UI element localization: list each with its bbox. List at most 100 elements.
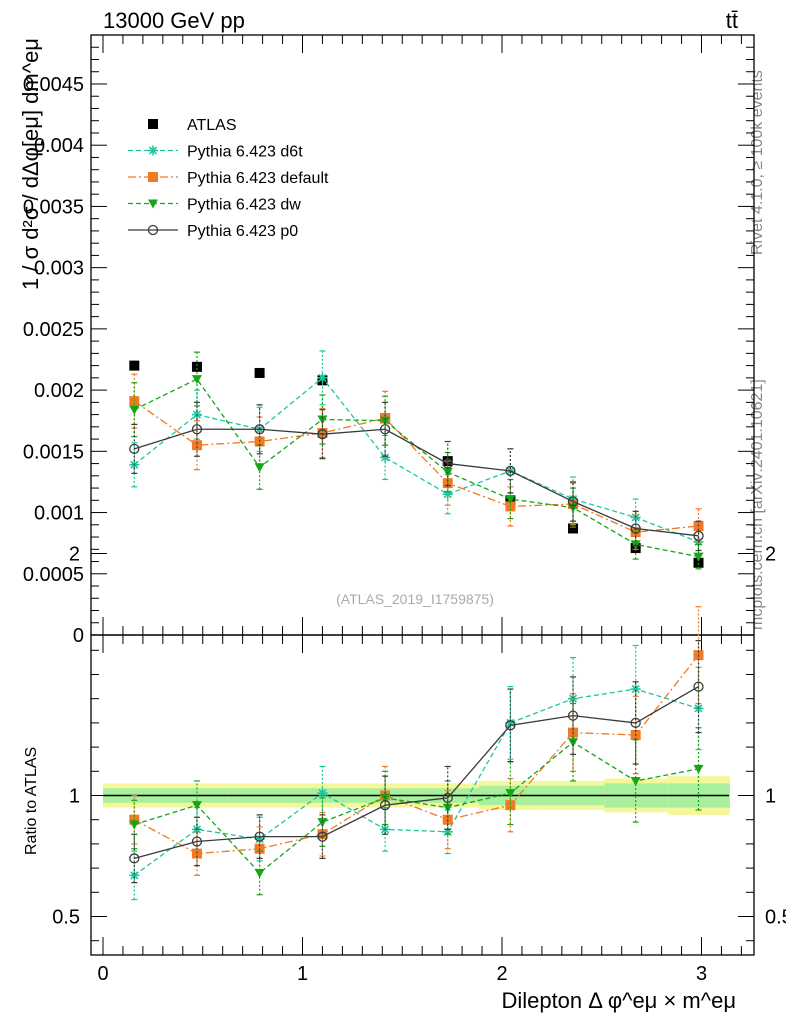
legend-marker-pythia-6-423-default <box>148 172 158 182</box>
main-point-pythia-6-423-dw <box>380 416 391 426</box>
main-series-group <box>129 350 704 570</box>
main-plot-panel: 0 0.0005 0.001 0.0015 0.002 0.0025 0.003 0.0035… <box>23 34 755 647</box>
main-series-pythia-6-423-default <box>129 373 704 550</box>
ratio-point-pythia-6-423-d6t-stroke <box>631 684 640 694</box>
main-point-pythia-6-423-dw <box>505 495 516 505</box>
legend-label-pythia-6-423-default: Pythia 6.423 default <box>187 170 329 187</box>
ratio-point-pythia-6-423-dw <box>505 789 516 799</box>
main-point-pythia-6-423-d6t-stroke <box>318 373 327 382</box>
ratio-point-pythia-6-423-d6t <box>317 788 328 799</box>
ratio-point-pythia-6-423-p0 <box>379 800 391 811</box>
main-point-atlas <box>693 557 704 568</box>
ratio-point-pythia-6-423-p0 <box>567 710 579 721</box>
main-point-pythia-6-423-d6t-stroke <box>380 453 390 462</box>
ratio-y-tick-label-right: 0.5 <box>765 907 786 929</box>
ratio-y-tick-label-right: 1 <box>765 786 776 808</box>
main-point-pythia-6-423-d6t <box>317 372 328 383</box>
main-point-pythia-6-423-p0 <box>567 496 579 507</box>
legend-label-pythia-6-423-p0: Pythia 6.423 p0 <box>187 223 298 240</box>
main-point-pythia-6-423-d6t <box>380 452 391 463</box>
main-y-tick-label: 0.004 <box>34 135 84 157</box>
ratio-y-tick-label-right: 2 <box>765 544 776 566</box>
main-y-tick-label: 0.001 <box>34 503 84 525</box>
ratio-series-pythia-6-423-d6t <box>129 644 704 901</box>
ratio-line-pythia-6-423-dw <box>134 741 699 874</box>
main-y-tick-label: 0.0035 <box>23 196 84 218</box>
main-line-pythia-6-423-p0 <box>134 428 699 537</box>
main-point-pythia-6-423-p0 <box>505 465 516 477</box>
ratio-point-pythia-6-423-p0 <box>129 853 140 864</box>
analysis-label: (ATLAS_2019_I1759875) <box>336 591 494 607</box>
ratio-point-pythia-6-423-p0 <box>191 836 203 847</box>
ratio-point-pythia-6-423-p0 <box>693 681 704 692</box>
main-y-axis-label: 1 / σ d²σ / dΔφ[eμ] dm^eμ <box>18 38 43 290</box>
ratio-point-pythia-6-423-dw <box>129 820 140 830</box>
ratio-point-pythia-6-423-p0 <box>442 792 453 804</box>
ratio-y-tick-label: 0.5 <box>52 907 80 929</box>
main-point-pythia-6-423-p0 <box>254 424 265 435</box>
main-point-pythia-6-423-p0 <box>693 530 704 541</box>
ratio-point-pythia-6-423-dw <box>380 793 391 803</box>
process-label: tt̄ <box>726 8 738 33</box>
main-point-pythia-6-423-p0 <box>379 424 391 435</box>
x-axis-label: Dilepton Δ φ^eμ × m^eμ <box>501 988 736 1013</box>
energy-label: 13000 GeV pp <box>103 8 245 33</box>
source-label: mcplots.cern.ch [arXiv:2401.10621] <box>749 379 766 630</box>
main-series-atlas <box>129 360 704 568</box>
ratio-y-tick-label: 2 <box>69 544 80 566</box>
legend-item-pythia-6-423-dw: Pythia 6.423 dw <box>128 197 301 214</box>
ratio-point-pythia-6-423-d6t-stroke <box>130 871 139 880</box>
x-tick-label: 0 <box>97 963 108 985</box>
main-point-pythia-6-423-dw <box>693 552 704 562</box>
ratio-point-pythia-6-423-p0 <box>317 831 328 842</box>
ratio-y-axis-label: Ratio to ATLAS <box>23 747 40 855</box>
ratio-point-pythia-6-423-dw <box>568 738 579 748</box>
main-point-pythia-6-423-default <box>129 396 140 407</box>
main-y-tick-label: 0.0025 <box>23 319 84 341</box>
main-y-tick-label: 0.0045 <box>23 74 84 96</box>
ratio-point-pythia-6-423-default <box>505 800 516 811</box>
ratio-point-pythia-6-423-dw <box>317 818 328 828</box>
main-point-pythia-6-423-p0 <box>191 424 203 435</box>
legend-label-pythia-6-423-d6t: Pythia 6.423 d6t <box>187 144 303 161</box>
legend-label-pythia-6-423-dw: Pythia 6.423 dw <box>187 197 301 214</box>
ratio-point-pythia-6-423-dw <box>693 764 704 774</box>
main-line-pythia-6-423-d6t <box>133 376 699 543</box>
ratio-plot-panel: 0.5 0.5 1 1 2 2 0 1 2 3 <box>52 544 786 986</box>
ratio-series-pythia-6-423-p0 <box>129 640 704 884</box>
main-x-ticks <box>102 35 742 635</box>
legend-item-pythia-6-423-p0: Pythia 6.423 p0 <box>128 223 298 240</box>
ratio-point-pythia-6-423-d6t <box>129 870 140 881</box>
ratio-y-tick-label: 1 <box>69 786 80 808</box>
main-point-pythia-6-423-p0 <box>630 523 641 534</box>
ratio-point-pythia-6-423-d6t <box>630 684 641 695</box>
main-y-tick-label: 0.0015 <box>23 441 84 463</box>
legend: ATLAS Pythia 6.423 d6t Pythia 6.423 defaul… <box>128 117 329 240</box>
ratio-x-axis: 0 1 2 3 <box>97 635 742 985</box>
main-y-tick-label: 0.0005 <box>23 564 84 586</box>
legend-item-pythia-6-423-default: Pythia 6.423 default <box>128 170 329 187</box>
ratio-line-pythia-6-423-p0 <box>134 686 699 860</box>
ratio-line-pythia-6-423-default <box>134 654 700 855</box>
legend-label-atlas: ATLAS <box>187 117 237 134</box>
ratio-point-pythia-6-423-d6t-stroke <box>318 788 327 798</box>
main-point-pythia-6-423-dw <box>191 375 202 385</box>
main-point-pythia-6-423-p0 <box>317 429 328 440</box>
x-tick-label: 3 <box>696 963 707 985</box>
legend-marker-pythia-6-423-d6t-stroke <box>148 146 158 155</box>
ratio-line-pythia-6-423-d6t <box>133 688 699 876</box>
main-y-tick-label: 0.002 <box>34 380 84 402</box>
main-point-pythia-6-423-p0 <box>442 458 453 469</box>
legend-marker-pythia-6-423-dw <box>148 199 158 209</box>
main-point-pythia-6-423-dw <box>254 463 265 473</box>
legend-marker-atlas <box>148 119 158 129</box>
main-point-pythia-6-423-dw <box>317 415 328 425</box>
ratio-point-pythia-6-423-dw <box>630 776 641 786</box>
ratio-point-pythia-6-423-dw <box>191 801 202 811</box>
ratio-y-axis: 0.5 0.5 1 1 2 2 <box>52 544 786 942</box>
ratio-series-pythia-6-423-default <box>129 606 704 876</box>
ratio-point-pythia-6-423-d6t-stroke <box>506 718 515 728</box>
legend-item-pythia-6-423-d6t: Pythia 6.423 d6t <box>128 144 303 161</box>
x-tick-label: 1 <box>297 963 308 985</box>
